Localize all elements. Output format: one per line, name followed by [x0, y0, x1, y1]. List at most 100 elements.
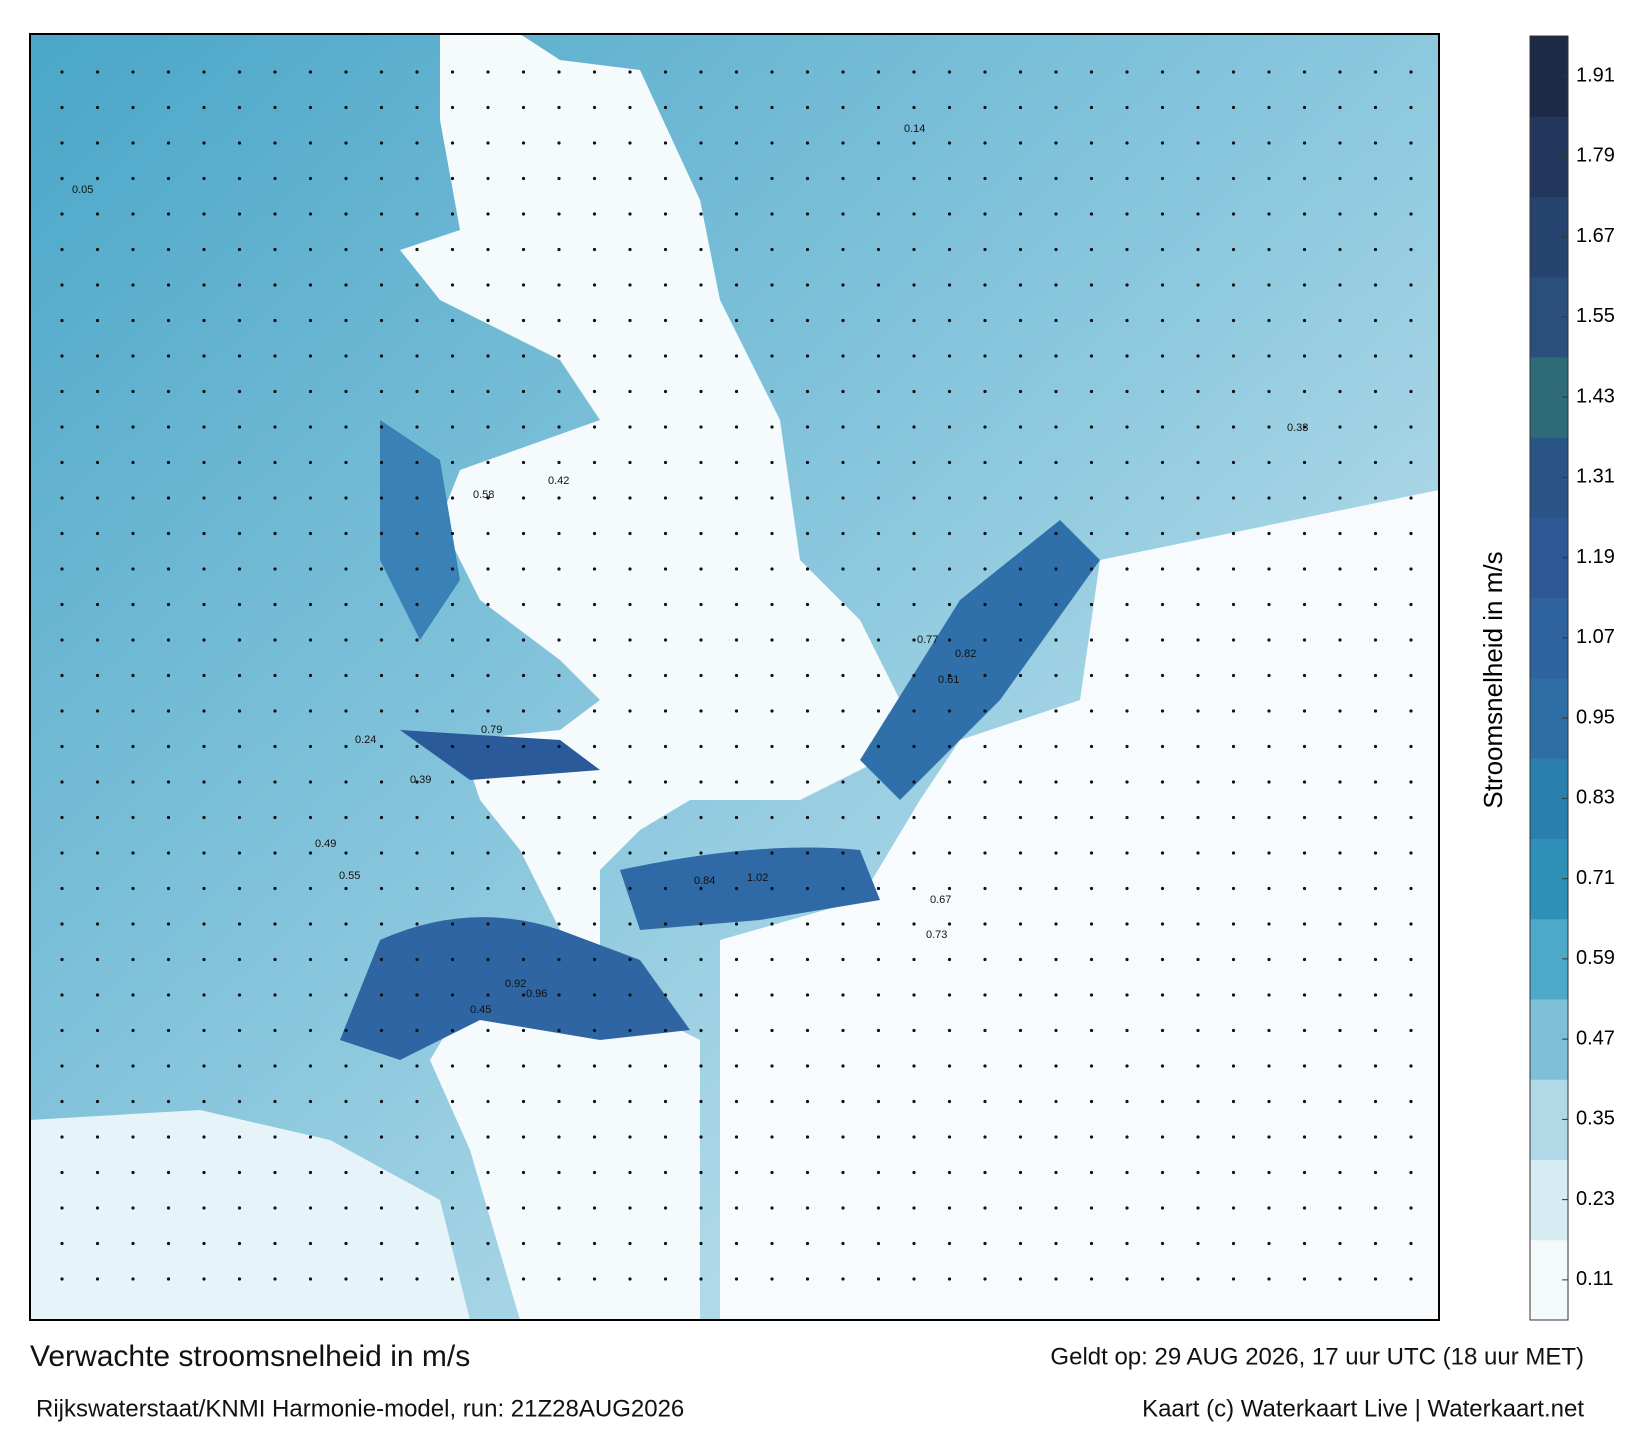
grid-dot	[770, 602, 774, 607]
grid-dot	[95, 886, 100, 891]
grid-dot	[805, 105, 810, 110]
grid-dot	[1160, 1170, 1165, 1175]
grid-dot	[521, 176, 526, 181]
grid-dot	[841, 1099, 845, 1104]
grid-dot	[1373, 105, 1378, 110]
grid-dot	[1018, 567, 1023, 571]
grid-dot	[841, 212, 845, 216]
grid-dot	[592, 673, 597, 678]
grid-dot	[1267, 567, 1271, 571]
grid-dot	[557, 886, 561, 891]
grid-dot	[344, 389, 348, 394]
grid-dot	[557, 780, 561, 784]
grid-dot	[166, 815, 171, 820]
grid-dot	[592, 354, 597, 358]
grid-dot	[131, 957, 135, 962]
grid-dot	[166, 283, 171, 287]
grid-dot	[734, 425, 739, 429]
grid-dot	[273, 212, 277, 216]
grid-dot	[202, 851, 206, 855]
grid-dot	[131, 780, 135, 784]
grid-dot	[1302, 141, 1307, 145]
grid-dot	[166, 1064, 171, 1068]
grid-dot	[415, 283, 419, 287]
grid-dot	[983, 1241, 987, 1246]
grid-dot	[557, 1241, 561, 1246]
grid-dot	[1089, 780, 1094, 784]
grid-dot	[202, 105, 206, 110]
grid-dot	[1089, 1277, 1094, 1281]
grid-dot	[308, 70, 313, 74]
grid-dot	[1089, 531, 1094, 536]
grid-dot	[805, 1241, 810, 1246]
grid-dot	[450, 389, 455, 394]
grid-dot	[1338, 922, 1342, 926]
credit: Kaart (c) Waterkaart Live | Waterkaart.n…	[1142, 1395, 1584, 1422]
grid-dot	[486, 318, 490, 323]
grid-dot	[344, 1064, 348, 1068]
grid-dot	[273, 318, 277, 323]
grid-dot	[95, 354, 100, 358]
grid-dot	[1338, 176, 1342, 181]
grid-dot	[1089, 1099, 1094, 1104]
grid-dot	[131, 105, 135, 110]
grid-dot	[1125, 425, 1129, 429]
grid-dot	[450, 283, 455, 287]
grid-dot	[308, 283, 313, 287]
grid-dot	[770, 1170, 774, 1175]
grid-dot	[521, 886, 526, 891]
grid-dot	[60, 1028, 64, 1033]
colorbar-tick-label: 0.35	[1576, 1108, 1615, 1130]
grid-dot	[1409, 673, 1413, 678]
grid-dot	[95, 425, 100, 429]
grid-dot	[1231, 283, 1236, 287]
grid-dot	[450, 780, 455, 784]
grid-dot	[273, 496, 277, 500]
grid-dot	[1231, 886, 1236, 891]
grid-dot	[947, 141, 952, 145]
grid-dot	[1231, 957, 1236, 962]
grid-dot	[699, 105, 703, 110]
grid-dot	[415, 496, 419, 500]
grid-dot	[379, 567, 384, 571]
grid-dot	[1231, 141, 1236, 145]
grid-dot	[628, 318, 632, 323]
grid-dot	[415, 105, 419, 110]
grid-dot	[1196, 1099, 1200, 1104]
grid-dot	[628, 425, 632, 429]
grid-dot	[1409, 496, 1413, 500]
grid-dot	[131, 993, 135, 997]
grid-dot	[486, 1135, 490, 1139]
grid-dot	[1231, 176, 1236, 181]
grid-dot	[273, 709, 277, 713]
grid-dot	[734, 283, 739, 287]
grid-dot	[486, 496, 490, 500]
grid-dot	[131, 1206, 135, 1210]
grid-dot	[1231, 709, 1236, 713]
grid-dot	[663, 425, 668, 429]
grid-dot	[166, 247, 171, 252]
grid-dot	[379, 1170, 384, 1175]
grid-dot	[379, 283, 384, 287]
grid-dot	[166, 780, 171, 784]
grid-dot	[557, 389, 561, 394]
grid-dot	[876, 567, 881, 571]
shallow	[30, 1110, 470, 1320]
grid-dot	[1302, 1099, 1307, 1104]
grid-dot	[592, 709, 597, 713]
grid-dot	[273, 1028, 277, 1033]
grid-dot	[450, 815, 455, 820]
colorbar-label: Stroomsnelheid in m/s	[1478, 551, 1508, 808]
grid-dot	[521, 531, 526, 536]
grid-dot	[1373, 70, 1378, 74]
grid-dot	[876, 212, 881, 216]
grid-dot	[166, 318, 171, 323]
grid-dot	[1125, 851, 1129, 855]
grid-dot	[1196, 531, 1200, 536]
grid-dot	[1373, 993, 1378, 997]
grid-dot	[983, 1170, 987, 1175]
grid-dot	[166, 212, 171, 216]
grid-dot	[1267, 1099, 1271, 1104]
grid-dot	[521, 1099, 526, 1104]
grid-dot	[1018, 105, 1023, 110]
